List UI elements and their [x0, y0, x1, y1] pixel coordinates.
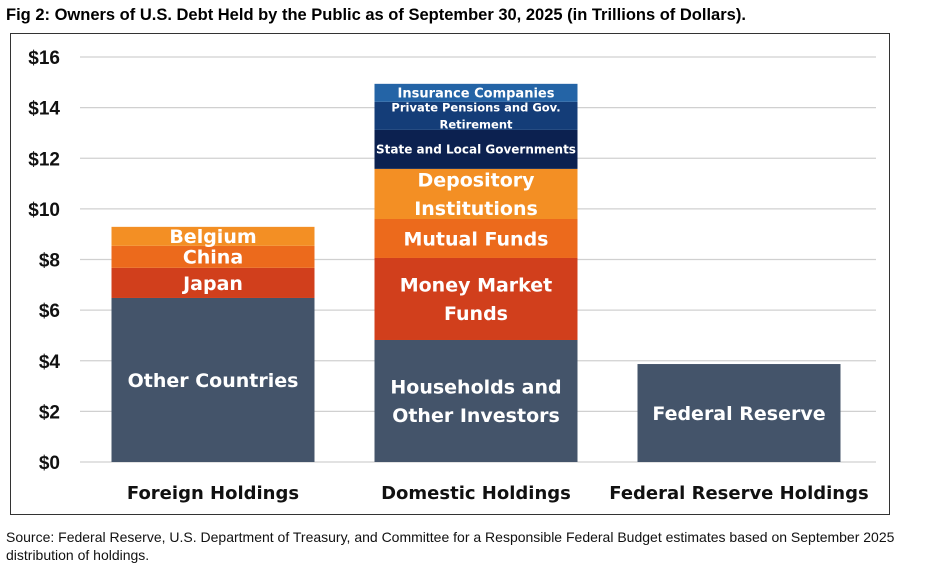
x-category-label: Domestic Holdings: [381, 483, 571, 504]
y-tick-label: $16: [28, 48, 60, 69]
bar-segment: [374, 129, 578, 169]
bar-segment: [374, 101, 578, 130]
bar-segment: [111, 245, 315, 268]
x-category-label: Federal Reserve Holdings: [609, 483, 868, 504]
segment-label: China: [183, 247, 243, 269]
segment-label: Japan: [181, 273, 243, 295]
segment-label: Mutual Funds: [404, 228, 549, 250]
bar-segment: [111, 267, 315, 298]
source-note: Source: Federal Reserve, U.S. Department…: [6, 529, 895, 563]
segment-label: Households and: [390, 377, 561, 399]
bar-segment: [374, 257, 578, 340]
chart-frame: [10, 33, 890, 515]
segment-label: Insurance Companies: [398, 86, 555, 101]
bar-segment: [374, 83, 578, 102]
segment-label: Federal Reserve: [652, 403, 825, 425]
segment-label: State and Local Governments: [376, 143, 576, 157]
segment-label: Other Investors: [392, 405, 560, 427]
y-tick-label: $10: [28, 200, 60, 221]
y-tick-label: $6: [39, 301, 60, 322]
bar-segment: [374, 339, 578, 462]
y-tick-label: $0: [39, 453, 60, 474]
segment-label: Retirement: [439, 118, 513, 132]
x-category-label: Foreign Holdings: [127, 483, 299, 504]
bar-segment: [111, 226, 315, 246]
bar-segment: [111, 297, 315, 462]
segment-label: Other Countries: [128, 370, 299, 392]
segment-label: Money Market: [400, 275, 553, 297]
bar-segment: [637, 364, 841, 462]
bar-segment: [374, 168, 578, 219]
segment-label: Institutions: [414, 198, 538, 220]
segment-label: Depository: [417, 170, 535, 192]
y-tick-label: $14: [28, 99, 60, 120]
bar-segment: [374, 219, 578, 258]
chart-title: Fig 2: Owners of U.S. Debt Held by the P…: [6, 6, 746, 24]
segment-label: Private Pensions and Gov.: [391, 100, 560, 114]
segment-label: Funds: [444, 303, 508, 325]
y-tick-label: $8: [39, 251, 60, 272]
segment-label: Belgium: [169, 226, 256, 248]
y-tick-label: $12: [28, 149, 60, 170]
y-tick-label: $2: [39, 402, 60, 423]
y-tick-label: $4: [39, 352, 61, 373]
